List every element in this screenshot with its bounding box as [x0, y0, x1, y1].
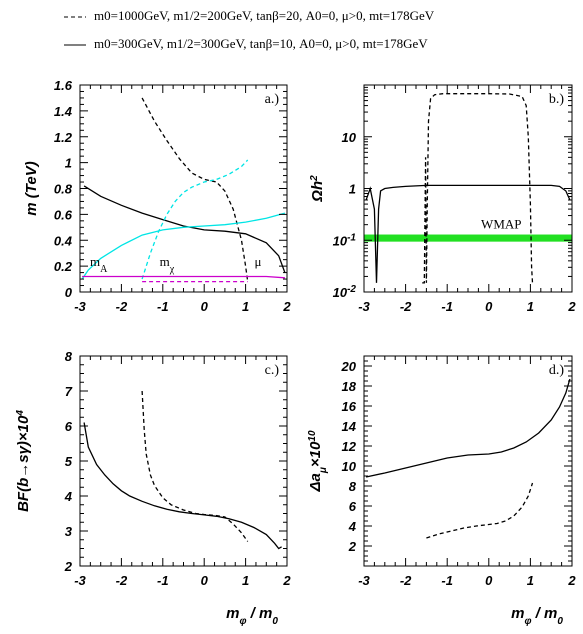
panel-c-y-tick-label: 4 [64, 489, 73, 504]
panel-d-y-tick-label: 16 [342, 399, 357, 414]
wmap-band [364, 234, 572, 242]
panel-a-y-tick-label: 0.4 [54, 233, 73, 248]
panel-b-y-tick-label: 10-1 [333, 232, 357, 249]
panel-a-y-tick-label: 1.2 [54, 130, 73, 145]
wmap-label: WMAP [481, 217, 521, 232]
panel-b-x-tick-label: 0 [485, 299, 493, 314]
panel-b-series-0-line [365, 184, 571, 283]
panel-c-y-tick-label: 8 [65, 349, 73, 364]
panel-c-x-tick-label: -2 [116, 573, 128, 588]
panel-b-y-tick-label: 10 [342, 130, 357, 145]
panel-c-y-tick-label: 3 [65, 524, 73, 539]
panel-c-x-tick-label: 1 [242, 573, 249, 588]
panel-d-y-tick-label: 18 [342, 379, 357, 394]
panel-b-frame [363, 84, 573, 293]
panel-d-y-tick-label: 6 [349, 499, 357, 514]
panel-b-x-tick-label: 1 [527, 299, 534, 314]
panel-a-x-tick-label: -3 [74, 299, 86, 314]
panel-a-series-3-line [141, 159, 249, 280]
panel-d-x-label: mφ / m0 [511, 605, 563, 627]
curve-label: μ [255, 254, 262, 269]
panel-a-y-tick-label: 0.8 [54, 182, 73, 197]
panel-d-y-tick-label: 10 [342, 459, 357, 474]
panel-a-y-tick-label: 0.6 [54, 207, 73, 222]
panel-d-y-tick-label: 14 [342, 419, 357, 434]
dashed-line-symbol [64, 16, 86, 18]
panel-d-x-tick-label: -3 [358, 573, 370, 588]
panel-c-x-tick-label: -1 [157, 573, 169, 588]
panel-d-x-tick-label: 1 [527, 573, 534, 588]
panel-d-y-tick-label: 4 [348, 519, 357, 534]
panel-a-y-tick-label: 1.6 [54, 78, 73, 93]
panel-d-y-tick-label: 8 [349, 479, 357, 494]
panel-b-y-label: Ωh2 [309, 175, 327, 203]
panel-a-x-tick-label: -2 [116, 299, 128, 314]
panel-a-x-tick-label: 1 [242, 299, 249, 314]
panel-b-y-tick-label: 1 [349, 182, 356, 197]
panel-c-y-tick-label: 2 [64, 559, 73, 574]
panel-a-y-tick-label: 0.2 [54, 259, 73, 274]
panel-a-y-tick-label: 0 [65, 285, 73, 300]
panel-b-tag: b.) [549, 92, 565, 107]
panel-d-x-tick-label: -2 [400, 573, 412, 588]
panel-c-tag: c.) [265, 363, 280, 378]
panel-a-series-0-line [83, 185, 286, 273]
panel-c-y-tick-label: 5 [65, 454, 73, 469]
legend-solid: m0=300GeV, m1/2=300GeV, tanβ=10, A0=0, μ… [64, 36, 428, 52]
panel-c-x-tick-label: 0 [201, 573, 209, 588]
legend-solid-text: m0=300GeV, m1/2=300GeV, tanβ=10, A0=0, μ… [94, 36, 428, 51]
panel-a-series-2-line [81, 212, 286, 280]
panel-c-series-1-line [141, 390, 249, 542]
panel-c-x-tick-label: 2 [282, 573, 291, 588]
panel-c-frame [79, 355, 288, 567]
panel-d-series-0-line [365, 378, 571, 478]
panel-a-y-tick-label: 1.4 [54, 104, 73, 119]
panel-a-x-tick-label: 2 [282, 299, 291, 314]
panel-d-x-tick-label: -1 [441, 573, 453, 588]
panel-d-tag: d.) [549, 363, 565, 378]
panel-d-y-tick-label: 12 [342, 439, 357, 454]
panel-a-series-1-line [141, 97, 249, 282]
panel-d-x-tick-label: 2 [567, 573, 576, 588]
panel-d-y-tick-label: 20 [341, 359, 357, 374]
panel-d-series-1-line [426, 482, 534, 539]
panel-c-x-label: mφ / m0 [226, 605, 278, 627]
panel-c-series-0-line [83, 422, 282, 550]
panel-c-y-label: BF(b→sγ)×104 [15, 410, 33, 512]
legend-dashed-text: m0=1000GeV, m1/2=200GeV, tanβ=20, A0=0, … [94, 8, 435, 23]
panel-b-x-tick-label: -3 [358, 299, 370, 314]
panel-a-x-tick-label: -1 [157, 299, 169, 314]
panel-b-x-tick-label: -2 [400, 299, 412, 314]
panel-a-tag: a.) [265, 92, 280, 107]
solid-line-symbol [64, 44, 86, 46]
panel-c-y-tick-label: 7 [65, 384, 73, 399]
panel-a-y-tick-label: 1 [65, 156, 72, 171]
panel-a-x-tick-label: 0 [201, 299, 209, 314]
panel-d-frame [363, 355, 573, 567]
panel-c-x-tick-label: -3 [74, 573, 86, 588]
panel-d-y-tick-label: 2 [348, 539, 357, 554]
curve-label: mχ [160, 254, 175, 275]
curve-label: mA [90, 254, 108, 275]
panel-a-y-label: m (TeV) [23, 161, 40, 215]
panel-b-x-tick-label: -1 [441, 299, 453, 314]
panel-c-y-tick-label: 6 [65, 419, 73, 434]
legend-dashed: m0=1000GeV, m1/2=200GeV, tanβ=20, A0=0, … [64, 8, 434, 24]
panel-b-x-tick-label: 2 [567, 299, 576, 314]
panel-b-y-tick-label: 10-2 [333, 284, 357, 301]
panel-d-x-tick-label: 0 [485, 573, 493, 588]
panel-a-series-4-line [82, 275, 285, 279]
panel-b-series-1-line [422, 93, 534, 284]
panel-d-y-label: Δaμ×1010 [307, 430, 329, 492]
